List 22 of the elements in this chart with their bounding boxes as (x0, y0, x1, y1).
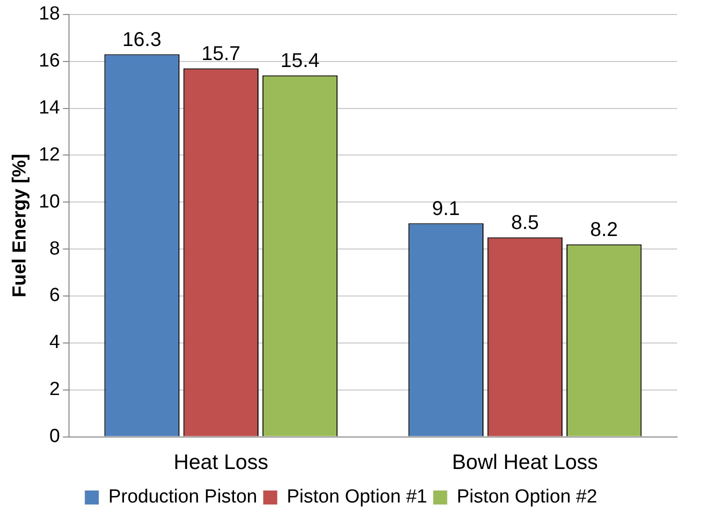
y-tick-label: 4 (49, 332, 60, 354)
legend-label: Production Piston (108, 486, 258, 508)
y-tick-label: 16 (38, 50, 60, 72)
y-tick-label: 14 (38, 98, 60, 118)
data-label: 15.4 (280, 50, 320, 72)
data-label: 16.3 (122, 28, 162, 51)
y-tick-label: 6 (49, 285, 60, 306)
x-tick-label: Bowl Heat Loss (452, 451, 598, 474)
x-tick-label: Heat Loss (174, 451, 268, 474)
y-tick-label: 10 (38, 191, 60, 212)
y-tick-label: 2 (49, 379, 60, 400)
y-tick-label: 8 (49, 238, 60, 260)
data-label: 8.2 (590, 218, 618, 241)
legend-label: Piston Option #2 (456, 486, 598, 508)
y-tick-label: 18 (38, 4, 60, 25)
y-tick-label: 12 (38, 144, 60, 166)
legend-label: Piston Option #1 (286, 486, 428, 508)
data-label: 8.5 (511, 212, 539, 234)
data-label: 15.7 (201, 42, 240, 65)
y-axis-title: Fuel Energy [%] (10, 154, 31, 298)
y-tick-label: 0 (49, 426, 60, 448)
data-label: 9.1 (432, 198, 460, 220)
